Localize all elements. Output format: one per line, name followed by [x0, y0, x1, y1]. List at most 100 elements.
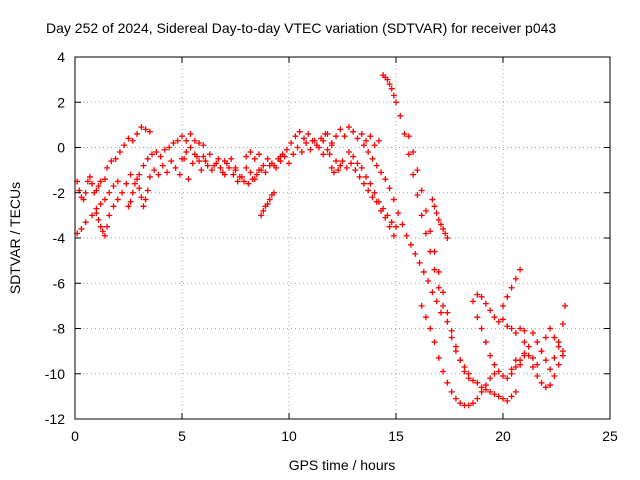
data-point [97, 201, 104, 208]
data-point [112, 155, 119, 162]
data-point [512, 388, 519, 395]
data-point [166, 144, 173, 151]
data-point [328, 164, 335, 171]
data-point [95, 182, 102, 189]
data-point [538, 348, 545, 355]
data-point [547, 382, 554, 389]
data-point [305, 130, 312, 137]
data-point [138, 124, 145, 131]
data-point [559, 352, 566, 359]
data-point [422, 207, 429, 214]
data-point [204, 162, 211, 169]
data-point [358, 164, 365, 171]
data-point [555, 343, 562, 350]
series-track-17 [339, 158, 397, 239]
data-point [461, 368, 468, 375]
data-point [153, 149, 160, 156]
data-point [380, 205, 387, 212]
y-tick-label: -12 [45, 411, 65, 427]
series-track-18 [345, 149, 399, 230]
data-point [369, 194, 376, 201]
data-point [352, 167, 359, 174]
data-point [262, 169, 269, 176]
data-point [420, 268, 427, 275]
data-point [187, 130, 194, 137]
data-point [129, 137, 136, 144]
data-point [397, 112, 404, 119]
data-point [448, 327, 455, 334]
data-point [307, 146, 314, 153]
data-point [341, 133, 348, 140]
data-point [504, 323, 511, 330]
data-point [84, 178, 91, 185]
data-point [315, 144, 322, 151]
series-track-2 [74, 173, 108, 203]
x-tick-label: 5 [178, 428, 186, 444]
data-point [444, 309, 451, 316]
data-point [183, 149, 190, 156]
data-point [228, 155, 235, 162]
data-point [388, 85, 395, 92]
x-tick-label: 10 [281, 428, 297, 444]
data-point [529, 330, 536, 337]
data-point [470, 377, 477, 384]
data-point [534, 361, 541, 368]
data-point [521, 327, 528, 334]
data-point [435, 354, 442, 361]
data-point [125, 203, 132, 210]
data-point [517, 361, 524, 368]
data-point [187, 144, 194, 151]
data-point [86, 173, 93, 180]
data-point [371, 142, 378, 149]
data-point [401, 130, 408, 137]
data-point [416, 259, 423, 266]
data-point [146, 173, 153, 180]
data-point [425, 277, 432, 284]
data-point [521, 350, 528, 357]
data-point [444, 235, 451, 241]
series-track-20 [380, 72, 472, 377]
data-point [440, 225, 447, 232]
data-point [448, 334, 455, 341]
data-point [157, 153, 164, 160]
data-point [405, 151, 412, 158]
series-track-14 [277, 137, 335, 167]
data-point [185, 176, 192, 183]
data-point [164, 169, 171, 176]
data-point [333, 133, 340, 140]
data-point [245, 180, 252, 187]
x-tick-label: 20 [495, 428, 511, 444]
y-tick-label: -8 [53, 321, 66, 337]
data-point [174, 137, 181, 144]
data-point [363, 137, 370, 144]
data-point [437, 221, 444, 228]
data-point [78, 225, 85, 232]
data-point [288, 139, 295, 146]
data-point [478, 325, 485, 332]
data-point [266, 196, 273, 203]
data-point [328, 139, 335, 146]
data-point [104, 223, 111, 230]
data-point [232, 167, 239, 174]
data-point [547, 366, 554, 373]
data-point [179, 155, 185, 162]
data-point [206, 151, 213, 158]
data-point [339, 158, 346, 165]
data-point [412, 250, 419, 257]
data-point [470, 298, 477, 305]
data-point [294, 144, 301, 151]
data-point [512, 357, 519, 364]
data-point [418, 212, 425, 219]
data-point [110, 182, 117, 189]
data-point [142, 196, 149, 203]
data-point [360, 142, 367, 149]
data-point [256, 151, 263, 158]
y-tick-label: 2 [57, 94, 65, 110]
data-point [440, 368, 447, 375]
data-point [393, 99, 399, 106]
data-point [251, 155, 258, 162]
data-point [390, 92, 397, 99]
data-point [418, 302, 425, 309]
data-point [106, 189, 113, 196]
data-point [491, 314, 498, 321]
